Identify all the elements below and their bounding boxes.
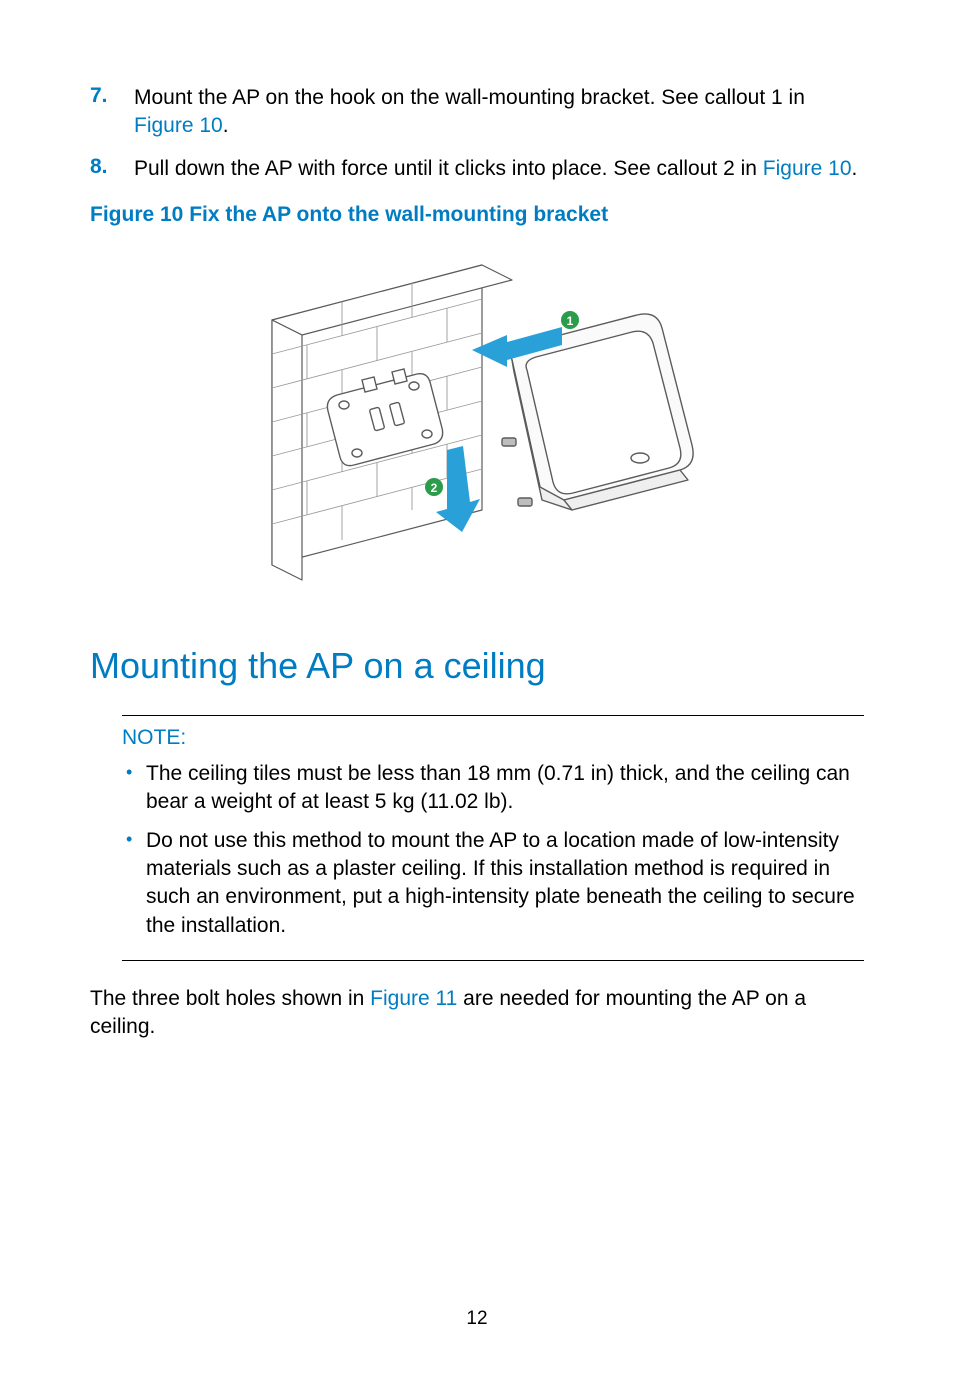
body-pre: The three bolt holes shown in (90, 987, 370, 1010)
step-text-post: . (223, 114, 229, 137)
step-list: 7. Mount the AP on the hook on the wall-… (90, 84, 864, 183)
step-text-post: . (852, 157, 858, 180)
callout-2-label: 2 (431, 481, 438, 495)
figure-link[interactable]: Figure 10 (134, 114, 223, 137)
page-number: 12 (0, 1308, 954, 1330)
figure-caption: Figure 10 Fix the AP onto the wall-mount… (90, 203, 864, 227)
step-number: 8. (90, 155, 134, 183)
note-label: NOTE: (122, 726, 864, 750)
note-box: NOTE: • The ceiling tiles must be less t… (122, 715, 864, 961)
step-text-pre: Pull down the AP with force until it cli… (134, 157, 763, 180)
figure-link[interactable]: Figure 11 (370, 987, 457, 1010)
bullet-icon: • (126, 827, 146, 940)
note-list: • The ceiling tiles must be less than 18… (122, 760, 864, 940)
step-text-pre: Mount the AP on the hook on the wall-mou… (134, 86, 805, 109)
step-item-8: 8. Pull down the AP with force until it … (90, 155, 864, 183)
figure-10: 1 2 (90, 245, 864, 605)
step-item-7: 7. Mount the AP on the hook on the wall-… (90, 84, 864, 141)
wall-mount-diagram-icon: 1 2 (242, 250, 712, 600)
callout-1-label: 1 (567, 314, 574, 328)
section-heading: Mounting the AP on a ceiling (90, 645, 864, 687)
body-paragraph: The three bolt holes shown in Figure 11 … (90, 985, 864, 1042)
note-item: • The ceiling tiles must be less than 18… (126, 760, 864, 817)
step-text: Pull down the AP with force until it cli… (134, 155, 857, 183)
figure-link[interactable]: Figure 10 (763, 157, 852, 180)
note-item: • Do not use this method to mount the AP… (126, 827, 864, 940)
note-text: Do not use this method to mount the AP t… (146, 827, 864, 940)
note-text: The ceiling tiles must be less than 18 m… (146, 760, 864, 817)
bullet-icon: • (126, 760, 146, 817)
step-text: Mount the AP on the hook on the wall-mou… (134, 84, 864, 141)
step-number: 7. (90, 84, 134, 141)
